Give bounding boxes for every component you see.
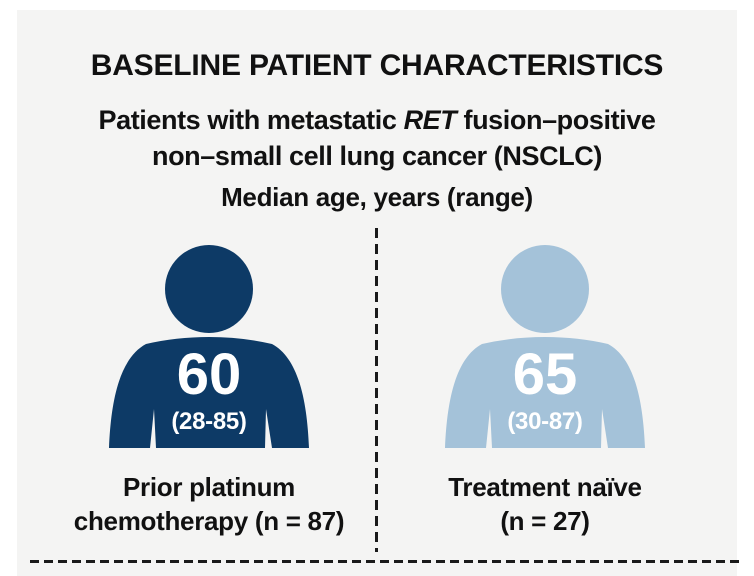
person-icon	[109, 245, 309, 448]
age-range: (30-87)	[507, 408, 583, 435]
subtitle-prefix: Patients with metastatic	[98, 105, 404, 135]
person-icon	[445, 245, 645, 448]
page-title: BASELINE PATIENT CHARACTERISTICS	[90, 49, 664, 82]
group-label-line2: (n = 27)	[500, 506, 590, 536]
subtitle-gene-ret: RET	[403, 105, 457, 135]
patient-figure-dark: 60 (28-85)	[99, 245, 319, 450]
group-label-line1: Treatment naïve	[448, 472, 642, 502]
age-range: (28-85)	[171, 408, 247, 435]
subtitle-suffix: fusion–positive	[456, 105, 656, 135]
group-label: Prior platinum chemotherapy (n = 87)	[39, 470, 379, 538]
bottom-dashed-divider	[30, 560, 740, 563]
person-torso	[445, 337, 645, 448]
group-prior-platinum-chemotherapy: 60 (28-85) Prior platinum chemotherapy (…	[39, 245, 379, 538]
person-head	[165, 245, 253, 333]
group-label-line1: Prior platinum	[122, 472, 296, 502]
metric-heading: Median age, years (range)	[221, 182, 533, 212]
patient-figure-light: 65 (30-87)	[435, 245, 655, 450]
median-age-value: 60	[176, 342, 242, 407]
group-label-line2: chemotherapy (n = 87)	[73, 506, 345, 536]
person-head	[501, 245, 589, 333]
group-label: Treatment naïve (n = 27)	[375, 470, 715, 538]
subtitle: Patients with metastatic RET fusion–posi…	[17, 102, 737, 174]
median-age-value: 65	[512, 342, 578, 407]
person-torso	[109, 337, 309, 448]
infographic-panel: BASELINE PATIENT CHARACTERISTICS Patient…	[17, 10, 740, 576]
subtitle-line2: non–small cell lung cancer (NSCLC)	[151, 141, 602, 171]
group-treatment-naive: 65 (30-87) Treatment naïve (n = 27)	[375, 245, 715, 538]
vertical-dashed-divider	[375, 228, 378, 552]
